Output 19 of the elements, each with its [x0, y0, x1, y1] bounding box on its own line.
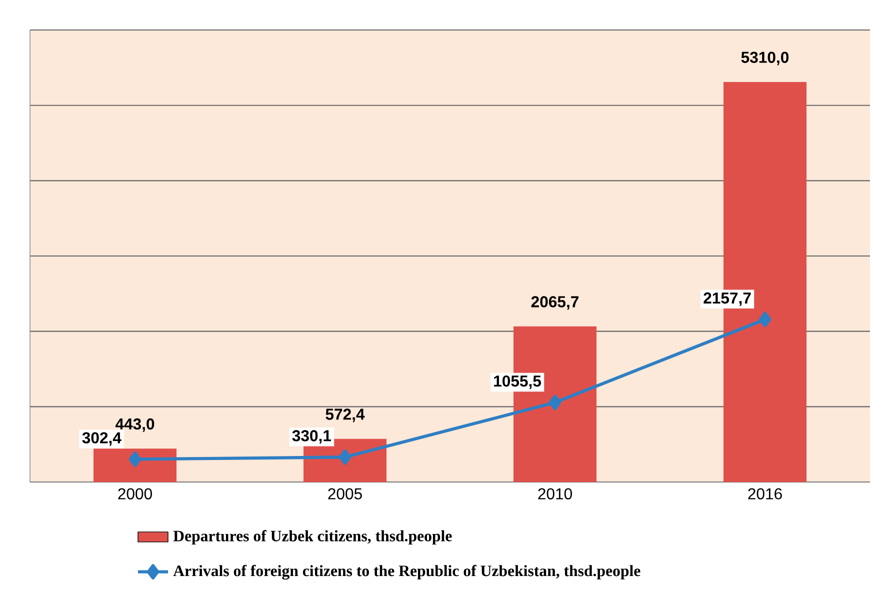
data-label: 330,1: [292, 430, 332, 444]
point: [548, 394, 562, 410]
x-tick-label: 2005: [328, 488, 362, 500]
data-label: 572,4: [326, 408, 365, 422]
data-label: 443,0: [115, 418, 154, 432]
legend-label: Departures of Uzbek citizens, thsd.people: [173, 530, 452, 545]
data-label: 1055,5: [494, 375, 542, 389]
bar: [94, 448, 176, 482]
data-label: 5310,0: [741, 52, 789, 66]
x-tick-label: 2016: [748, 488, 782, 500]
x-tick-label: 2000: [118, 488, 152, 500]
data-label: 2157,7: [704, 292, 751, 306]
point: [758, 312, 772, 328]
point: [338, 449, 352, 465]
data-label: 302,4: [82, 432, 122, 446]
x-tick-label: 2010: [538, 488, 572, 500]
legend-label: Arrivals of foreign citizens to the Republic of Uzbekistan, thsd.people: [173, 564, 640, 580]
point: [128, 451, 142, 467]
data-label: 2065,7: [531, 296, 578, 310]
